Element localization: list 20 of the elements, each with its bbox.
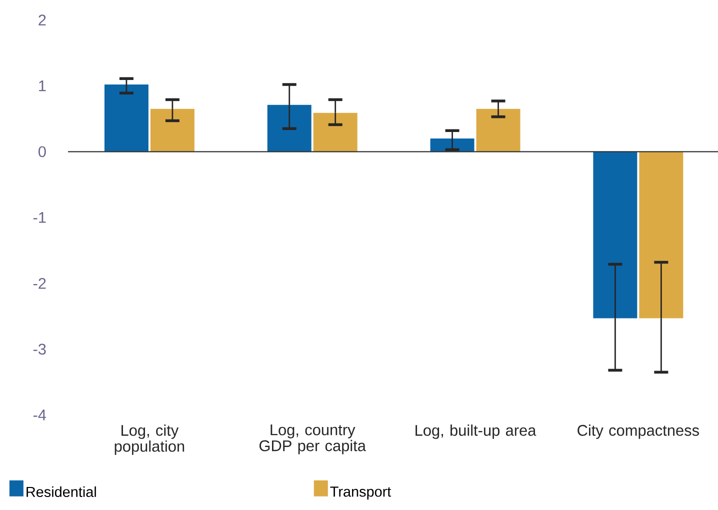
bar — [313, 112, 358, 152]
bar — [267, 104, 312, 152]
y-tick-label: -2 — [33, 278, 46, 289]
legend-label: Transport — [330, 486, 392, 500]
bar — [150, 108, 194, 152]
legend-label: Residential — [26, 486, 96, 498]
x-tick-label: Log, built-up area — [416, 424, 536, 439]
bar — [476, 108, 520, 152]
y-tick-label: -1 — [33, 212, 46, 223]
y-tick-label: 1 — [39, 80, 46, 92]
y-tick-label: -3 — [33, 344, 46, 355]
bar — [593, 152, 638, 318]
y-tick-label: 2 — [38, 14, 46, 26]
x-tick-label: Log, city population — [114, 424, 184, 455]
x-tick-label: City compactness — [578, 424, 699, 439]
bar — [639, 152, 684, 318]
y-tick-label: -4 — [33, 410, 46, 420]
bar — [104, 84, 148, 152]
x-tick-label: Log, country GDP per capita — [260, 424, 366, 454]
y-tick-label: 0 — [38, 146, 46, 158]
